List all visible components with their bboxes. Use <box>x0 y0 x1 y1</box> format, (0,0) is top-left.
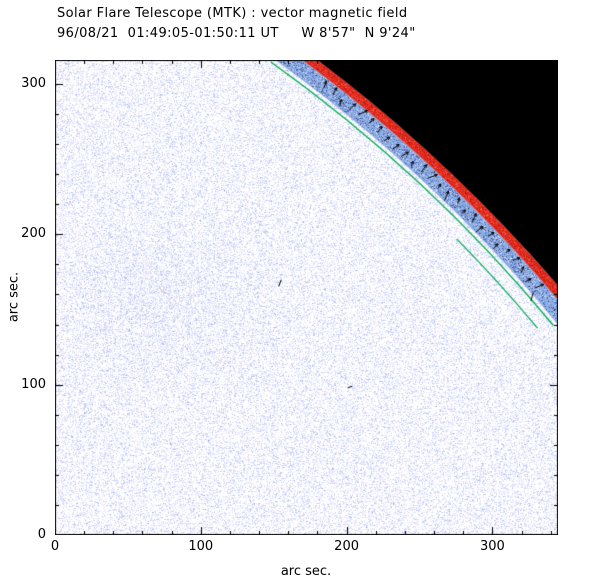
y-tick-label: 100 <box>21 376 46 392</box>
figure-title: Solar Flare Telescope (MTK) : vector mag… <box>57 6 408 21</box>
x-tick-label: 300 <box>479 539 505 554</box>
x-tick-label: 200 <box>334 539 360 554</box>
magnetogram-canvas <box>55 60 558 535</box>
y-tick-label: 200 <box>21 226 46 242</box>
y-tick-label: 0 <box>37 527 46 542</box>
y-tick-label: 300 <box>21 76 46 92</box>
x-tick-label: 100 <box>188 539 214 554</box>
figure-subtitle: 96/08/21 01:49:05-01:50:11 UT W 8'57" N … <box>57 26 416 41</box>
x-axis-label: arc sec. <box>280 564 332 579</box>
y-axis-label: arc sec. <box>6 271 22 323</box>
x-tick-label: 0 <box>50 539 60 554</box>
